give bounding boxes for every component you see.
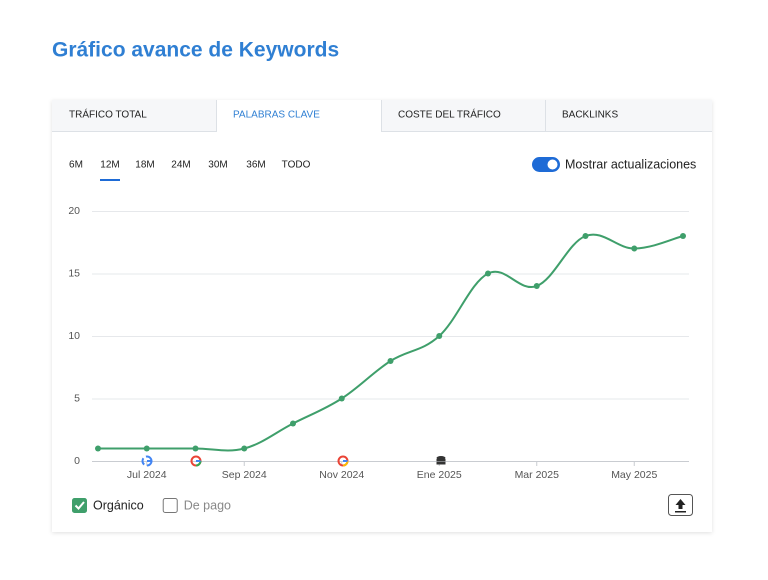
tab[interactable]: COSTE DEL TRÁFICO [398, 108, 501, 121]
legend-label: Orgánico [93, 498, 144, 512]
period-option[interactable]: 36M [246, 160, 265, 171]
tab-active [216, 100, 381, 132]
database-icon [436, 456, 446, 465]
period-underline [100, 179, 120, 181]
x-tick-label: Mar 2025 [515, 469, 560, 481]
tab[interactable]: TRÁFICO TOTAL [69, 108, 147, 121]
period-option[interactable]: 30M [208, 160, 227, 171]
period-option[interactable]: TODO [282, 160, 311, 171]
y-tick-label: 20 [68, 205, 80, 217]
data-point [533, 283, 540, 289]
x-tick-label: Jul 2024 [127, 469, 167, 481]
toggle-label: Mostrar actualizaciones [565, 157, 696, 171]
google-icon [141, 455, 153, 467]
data-point [485, 270, 491, 277]
tab[interactable]: BACKLINKS [562, 110, 618, 121]
page-title: Gráfico avance de Keywords [52, 39, 339, 62]
x-tick-label: Sep 2024 [222, 469, 267, 481]
data-point [338, 395, 345, 402]
y-tick-label: 0 [74, 455, 80, 467]
x-tick-label: Ene 2025 [417, 469, 462, 481]
legend-checkbox[interactable] [72, 498, 87, 513]
check-mark [74, 501, 85, 510]
data-point [95, 445, 101, 452]
legend-label: De pago [184, 498, 231, 512]
x-tick-label: May 2025 [611, 469, 657, 481]
data-point [582, 233, 589, 239]
toggle-knob [547, 159, 558, 170]
data-point [680, 233, 686, 239]
google-icon [337, 455, 349, 467]
period-option[interactable]: 6M [69, 160, 83, 171]
y-tick-label: 10 [68, 330, 80, 342]
y-tick-label: 15 [68, 267, 80, 279]
period-option[interactable]: 18M [135, 160, 154, 171]
tab[interactable]: PALABRAS CLAVE [233, 110, 320, 121]
y-tick-label: 5 [74, 392, 80, 404]
period-option[interactable]: 24M [171, 160, 190, 171]
data-point [192, 445, 199, 452]
x-tick-label: Nov 2024 [319, 469, 364, 481]
data-point [436, 333, 443, 339]
card [52, 100, 712, 532]
data-point [387, 358, 394, 364]
period-option[interactable]: 12M [100, 160, 119, 171]
export-icon [675, 499, 686, 513]
data-point [241, 445, 248, 452]
data-point [631, 245, 638, 252]
data-point [290, 420, 296, 427]
google-icon [190, 455, 202, 467]
legend-checkbox[interactable] [162, 498, 178, 513]
data-point [143, 445, 150, 452]
